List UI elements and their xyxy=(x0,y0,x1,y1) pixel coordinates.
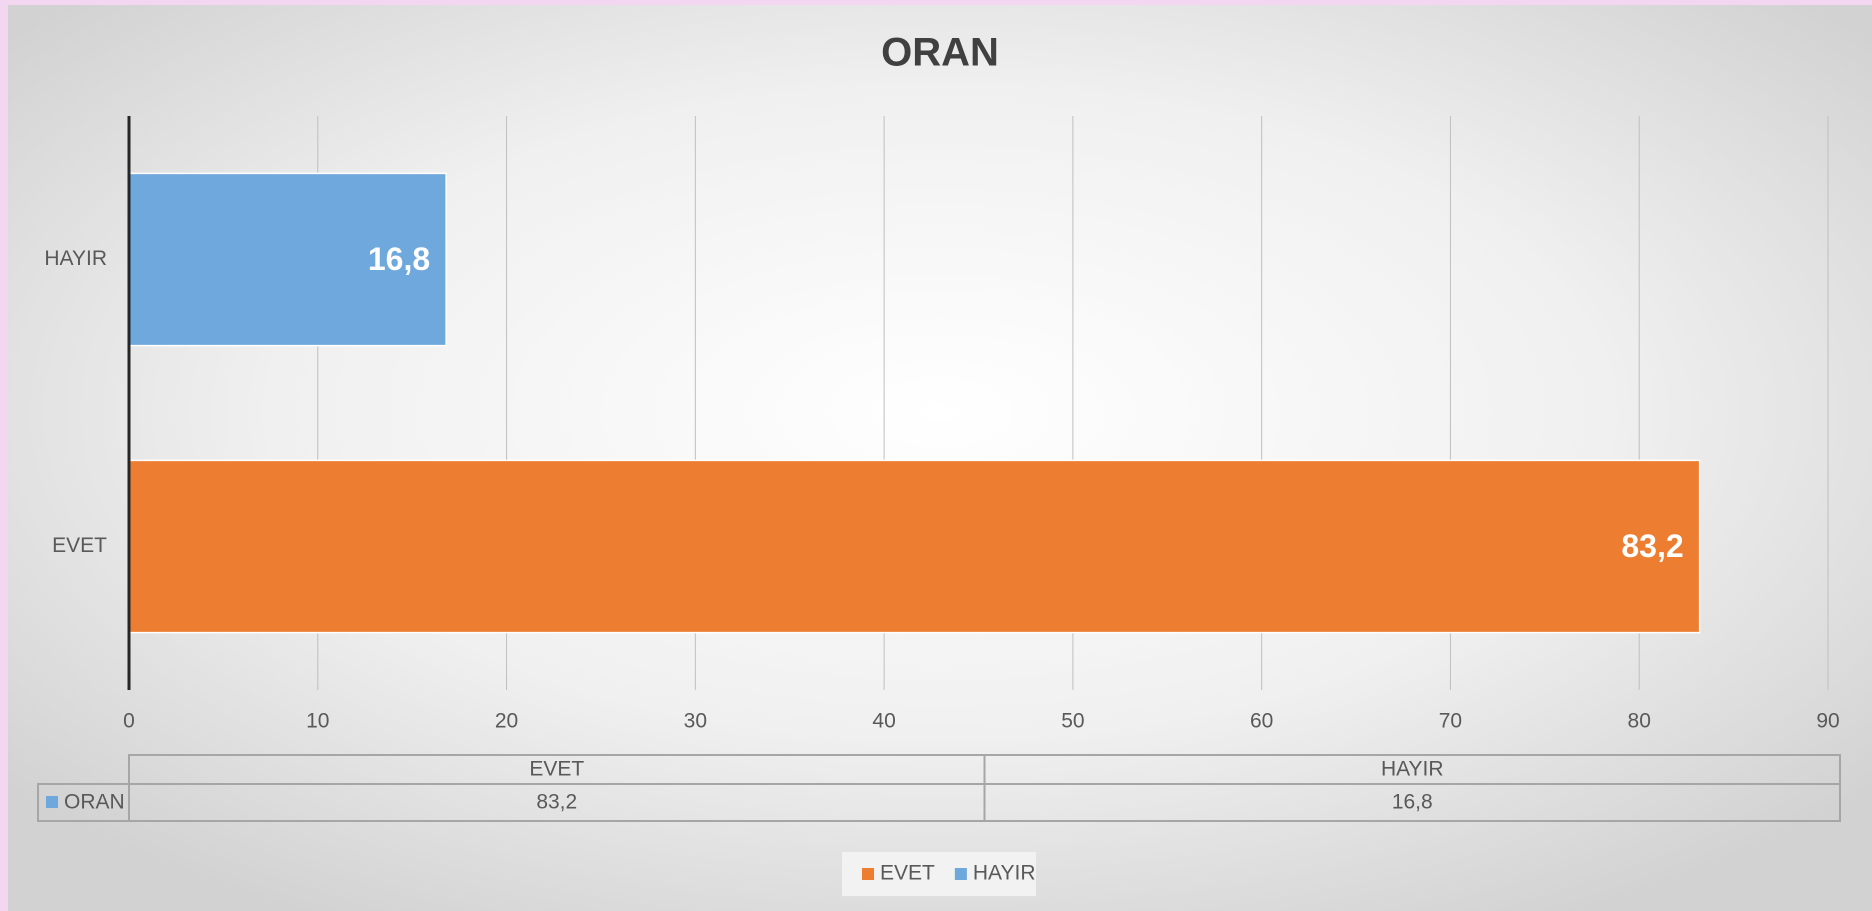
table-row-frame xyxy=(37,783,1841,822)
data-label: 83,2 xyxy=(1621,528,1683,564)
table-header: HAYIR xyxy=(1381,758,1444,781)
chart-title: ORAN xyxy=(881,31,999,75)
data-label: 16,8 xyxy=(368,241,430,277)
x-tick-label: 0 xyxy=(123,710,135,733)
x-tick-label: 70 xyxy=(1439,710,1462,733)
x-tick-label: 30 xyxy=(684,710,707,733)
legend-box xyxy=(842,852,1036,896)
legend-label: HAYIR xyxy=(973,862,1036,885)
table-cell: 16,8 xyxy=(1392,791,1433,814)
x-tick-label: 60 xyxy=(1250,710,1273,733)
table-legend-key xyxy=(46,796,58,808)
y-tick-label: EVET xyxy=(52,534,107,557)
x-tick-label: 40 xyxy=(872,710,895,733)
table-cell: 83,2 xyxy=(536,791,577,814)
x-tick-label: 80 xyxy=(1628,710,1651,733)
x-tick-label: 50 xyxy=(1061,710,1084,733)
x-tick-label: 20 xyxy=(495,710,518,733)
x-tick-label: 90 xyxy=(1816,710,1839,733)
table-header: EVET xyxy=(529,758,584,781)
legend-key xyxy=(954,868,967,880)
table-row-label: ORAN xyxy=(64,791,125,814)
bar xyxy=(128,172,447,347)
legend-label: EVET xyxy=(880,862,935,885)
x-tick-label: 10 xyxy=(306,710,329,733)
legend-key xyxy=(862,868,874,880)
chart-area xyxy=(8,5,1872,911)
bar xyxy=(128,459,1701,634)
y-tick-label: HAYIR xyxy=(44,247,107,270)
